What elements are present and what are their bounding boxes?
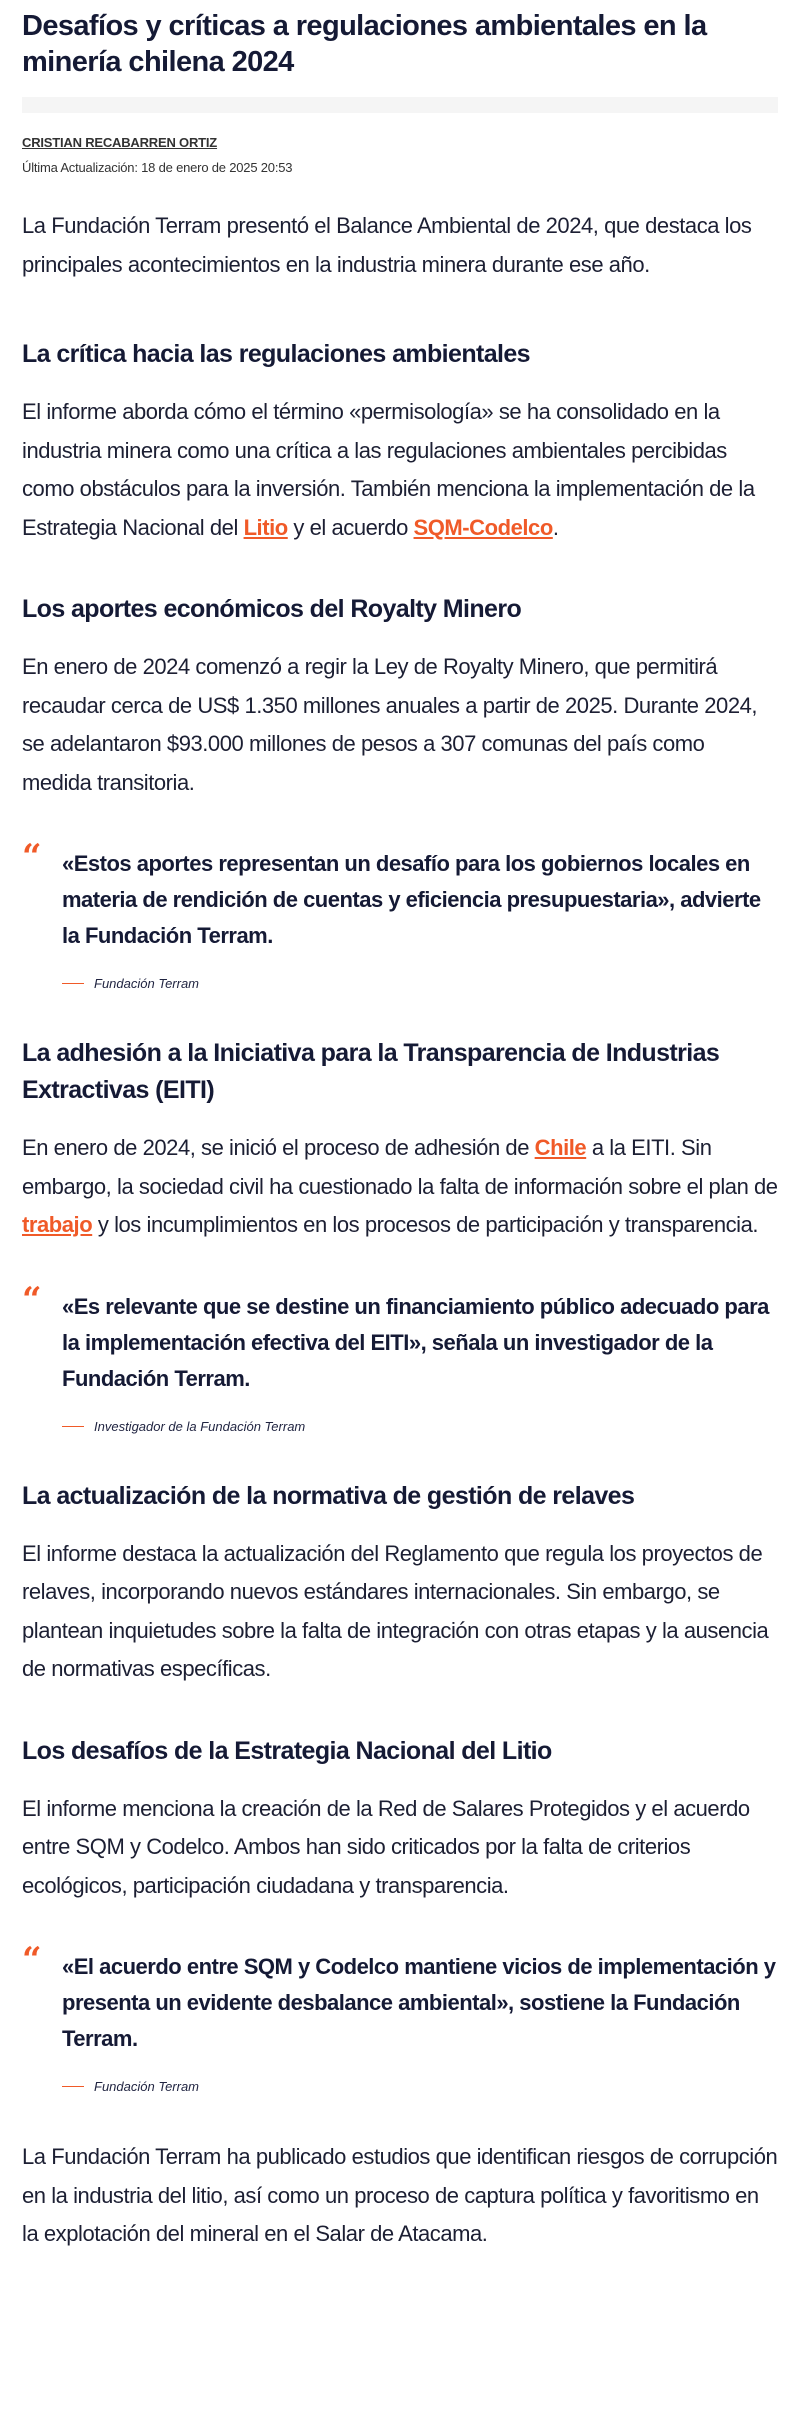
link-trabajo[interactable]: trabajo <box>22 1212 93 1237</box>
cite-text: Fundación Terram <box>94 2079 200 2094</box>
cite-text: Fundación Terram <box>94 976 200 991</box>
quote-cite: Fundación Terram <box>62 976 778 991</box>
intro-paragraph: La Fundación Terram presentó el Balance … <box>22 213 752 277</box>
cite-dash <box>62 983 84 984</box>
section-heading: Los desafíos de la Estrategia Nacional d… <box>22 1736 552 1765</box>
author-link[interactable]: CRISTIAN RECABARREN ORTIZ <box>22 135 218 150</box>
text: a la EITI. Sin embargo, la sociedad civi… <box>22 1135 778 1199</box>
section-heading: La actualización de la normativa de gest… <box>22 1481 635 1510</box>
updated-date: Última Actualización: 18 de enero de 202… <box>22 160 293 175</box>
paragraph: En enero de 2024, se inició el proceso d… <box>22 1129 778 1245</box>
paragraph: En enero de 2024 comenzó a regir la Ley … <box>22 654 758 795</box>
blockquote: “ «El acuerdo entre SQM y Codelco mantie… <box>22 1943 778 2094</box>
article: Desafíos y críticas a regulaciones ambie… <box>0 8 800 2254</box>
text: En enero de 2024, se inició el proceso d… <box>22 1135 535 1160</box>
paragraph: El informe destaca la actualización del … <box>22 1540 769 1682</box>
paragraph: El informe aborda cómo el término «permi… <box>22 393 778 547</box>
quote-mark-icon: “ <box>22 1940 42 1980</box>
cite-dash <box>62 2086 84 2087</box>
link-sqm-codelco[interactable]: SQM-Codelco <box>413 514 554 540</box>
text: . <box>552 514 559 540</box>
quote-mark-icon: “ <box>22 1279 42 1320</box>
cite-text: Investigador de la Fundación Terram <box>94 1418 306 1434</box>
cite-dash <box>62 1425 84 1427</box>
page-title: Desafíos y críticas a regulaciones ambie… <box>22 10 707 78</box>
section-heading: La crítica hacia las regulaciones ambien… <box>22 340 531 368</box>
link-chile[interactable]: Chile <box>534 1135 587 1160</box>
blockquote: “ «Estos aportes representan un desafío … <box>22 840 778 991</box>
closing-paragraph: La Fundación Terram ha publicado estudio… <box>22 2144 778 2246</box>
quote-cite: Investigador de la Fundación Terram <box>62 1419 778 1434</box>
section-heading: Los aportes económicos del Royalty Miner… <box>22 595 522 623</box>
quote-text: «Estos aportes representan un desafío pa… <box>62 851 761 948</box>
text: y los incumplimientos en los procesos de… <box>92 1212 759 1237</box>
blockquote: “ «Es relevante que se destine un financ… <box>22 1283 778 1434</box>
quote-text: «Es relevante que se destine un financia… <box>62 1293 769 1391</box>
paragraph: El informe menciona la creación de la Re… <box>22 1795 750 1898</box>
link-litio[interactable]: Litio <box>243 514 289 540</box>
text: y el acuerdo <box>287 514 414 540</box>
section-heading: La adhesión a la Iniciativa para la Tran… <box>22 1039 720 1104</box>
text: El informe aborda cómo el término «permi… <box>22 399 755 540</box>
quote-cite: Fundación Terram <box>62 2079 778 2094</box>
quote-mark-icon: “ <box>22 837 42 877</box>
quote-text: «El acuerdo entre SQM y Codelco mantiene… <box>62 1954 776 2051</box>
placeholder-bar <box>22 97 778 113</box>
